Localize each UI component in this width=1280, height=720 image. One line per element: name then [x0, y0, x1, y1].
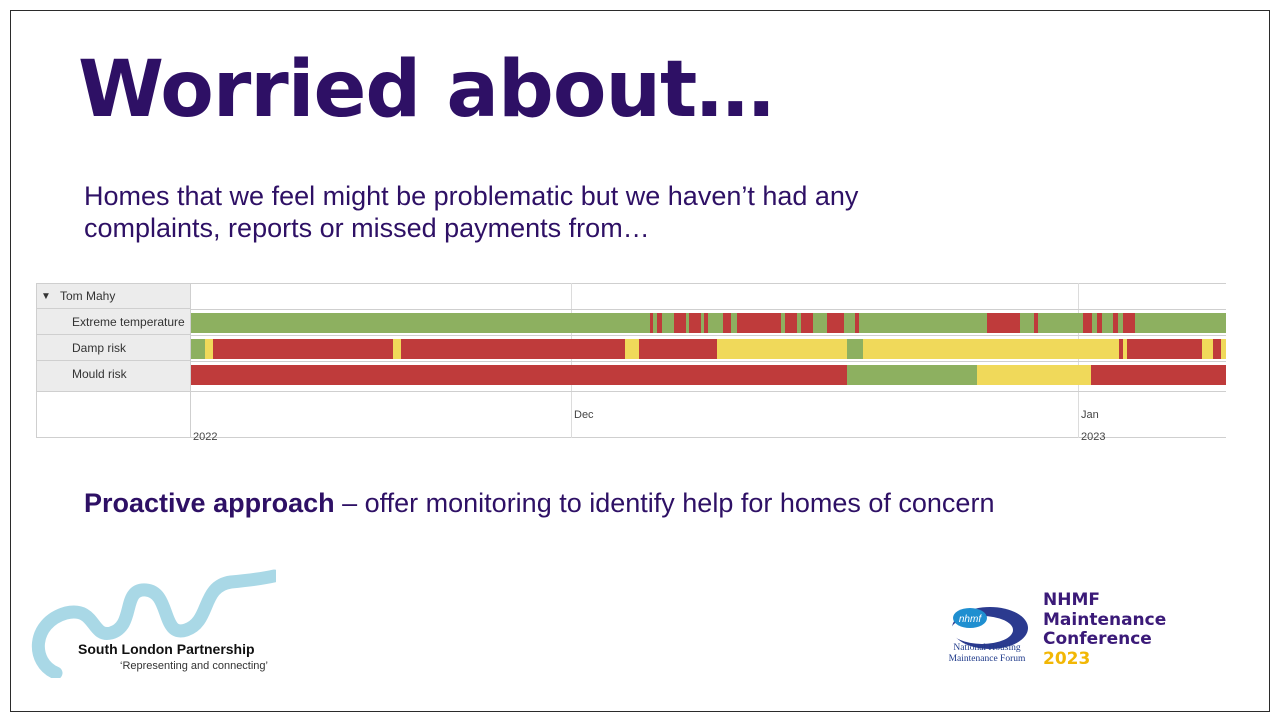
- timeline-tracks: Dec Jan 2022 2023: [191, 283, 1226, 443]
- track-damp-risk: [191, 339, 1226, 359]
- group-label: Tom Mahy: [60, 289, 116, 303]
- nhmf-badge-text: nhmf: [959, 614, 982, 625]
- collapse-triangle-icon[interactable]: ▼: [41, 291, 51, 302]
- gridline-dec: [571, 283, 572, 438]
- timeline-group-row[interactable]: ▼ Tom Mahy: [36, 283, 191, 309]
- status-segment: [674, 313, 686, 333]
- status-segment: [1097, 313, 1102, 333]
- status-segment: [708, 313, 723, 333]
- conf-line-3: Conference: [1043, 629, 1152, 649]
- status-segment: [1038, 313, 1083, 333]
- row-label-extreme-temperature: Extreme temperature: [36, 309, 191, 335]
- tick-label-jan: Jan: [1081, 409, 1099, 421]
- status-segment: [191, 365, 847, 385]
- track-extreme-temperature: [191, 313, 1226, 333]
- status-segment: [1083, 313, 1092, 333]
- status-segment: [191, 339, 205, 359]
- conference-name: NHMF Maintenance Conference 2023: [1043, 590, 1167, 669]
- status-segment: [704, 313, 708, 333]
- status-segment: [401, 339, 625, 359]
- timeline-label-column: [36, 283, 191, 392]
- conf-line-1: NHMF: [1043, 590, 1100, 610]
- gridline-jan: [1078, 283, 1079, 438]
- status-segment: [1135, 313, 1226, 333]
- subtitle: Homes that we feel might be problematic …: [84, 180, 964, 244]
- status-segment: [987, 313, 1020, 333]
- status-segment: [701, 313, 704, 333]
- conf-line-2: Maintenance: [1043, 609, 1167, 630]
- emphasis-bold: Proactive approach: [84, 488, 335, 518]
- south-london-partnership-logo: [31, 569, 276, 678]
- status-segment: [723, 313, 731, 333]
- status-segment: [1034, 313, 1038, 333]
- status-segment: [781, 313, 785, 333]
- status-segment: [737, 313, 781, 333]
- status-segment: [844, 313, 855, 333]
- slp-name: South London Partnership: [78, 641, 255, 657]
- status-segment: [847, 365, 977, 385]
- tick-label-2022: 2022: [193, 431, 218, 443]
- status-segment: [191, 313, 650, 333]
- status-segment: [1202, 339, 1213, 359]
- status-segment: [801, 313, 813, 333]
- status-segment: [1119, 339, 1123, 359]
- status-segment: [855, 313, 859, 333]
- track-mould-risk: [191, 365, 1226, 385]
- conf-year: 2023: [1043, 648, 1091, 669]
- status-segment: [1127, 339, 1202, 359]
- status-segment: [662, 313, 674, 333]
- page-title: Worried about…: [78, 45, 774, 135]
- status-segment: [1092, 313, 1097, 333]
- status-segment: [1020, 313, 1034, 333]
- status-segment: [827, 313, 844, 333]
- status-segment: [797, 313, 801, 333]
- risk-timeline: ▼ Tom Mahy Extreme temperature Damp risk…: [36, 283, 1226, 443]
- status-segment: [625, 339, 639, 359]
- row-label-damp-risk: Damp risk: [36, 335, 191, 361]
- status-segment: [1213, 339, 1221, 359]
- proactive-approach-text: Proactive approach – offer monitoring to…: [84, 488, 994, 519]
- status-segment: [686, 313, 689, 333]
- status-segment: [1091, 365, 1226, 385]
- tick-label-dec: Dec: [574, 409, 594, 421]
- status-segment: [205, 339, 213, 359]
- status-segment: [1118, 313, 1123, 333]
- status-segment: [813, 313, 827, 333]
- nhmf-org-line-1: National Housing: [953, 643, 1021, 653]
- status-segment: [863, 339, 1119, 359]
- status-segment: [393, 339, 401, 359]
- status-segment: [785, 313, 797, 333]
- status-segment: [847, 339, 863, 359]
- status-segment: [1221, 339, 1226, 359]
- slp-tagline: ‘Representing and connecting’: [120, 660, 268, 672]
- tick-label-2023: 2023: [1081, 431, 1106, 443]
- status-segment: [650, 313, 653, 333]
- subtitle-line-2: complaints, reports or missed payments f…: [84, 213, 650, 243]
- nhmf-logo: nhmf: [951, 607, 1028, 649]
- status-segment: [1123, 339, 1127, 359]
- status-segment: [859, 313, 987, 333]
- emphasis-rest: – offer monitoring to identify help for …: [334, 488, 995, 518]
- subtitle-line-1: Homes that we feel might be problematic …: [84, 181, 859, 211]
- status-segment: [1123, 313, 1135, 333]
- status-segment: [213, 339, 393, 359]
- nhmf-org-name: National Housing Maintenance Forum: [942, 643, 1032, 665]
- status-segment: [653, 313, 657, 333]
- status-segment: [1102, 313, 1113, 333]
- status-segment: [977, 365, 1091, 385]
- status-segment: [639, 339, 717, 359]
- status-segment: [689, 313, 701, 333]
- status-segment: [1113, 313, 1118, 333]
- nhmf-org-line-2: Maintenance Forum: [948, 654, 1026, 664]
- status-segment: [657, 313, 662, 333]
- row-label-mould-risk: Mould risk: [36, 361, 191, 392]
- status-segment: [717, 339, 847, 359]
- status-segment: [731, 313, 737, 333]
